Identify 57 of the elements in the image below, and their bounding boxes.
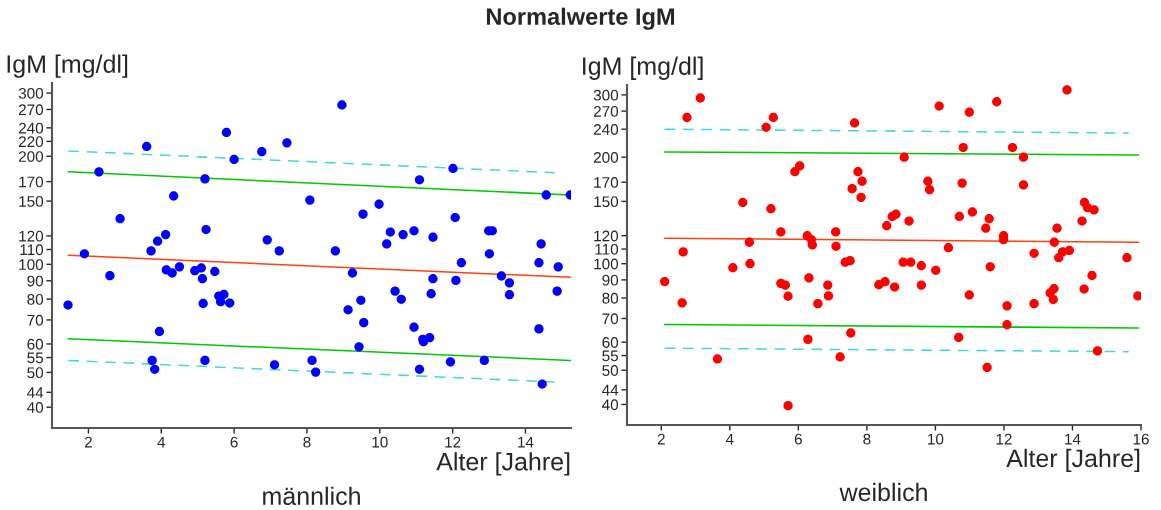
y-tick-label: 150 [594, 196, 619, 208]
y-tick-label: 60 [602, 337, 619, 348]
y-tick-label: 70 [602, 313, 619, 325]
y-tick-label: 40 [602, 399, 619, 411]
y-tick-label: 300 [593, 89, 619, 101]
y-tick-label: 270 [18, 104, 44, 116]
y-tick-label: 150 [19, 195, 44, 207]
y-tick-label: 100 [594, 258, 619, 270]
x-tick-label: 6 [794, 433, 802, 445]
y-tick-label: 240 [593, 124, 619, 135]
y-tick-label: 44 [602, 384, 619, 396]
x-tick-label: 4 [157, 436, 166, 448]
text: männlich [263, 486, 360, 506]
y-axis-title: IgM [mg/dl] [7, 54, 128, 78]
y-tick-label: 220 [18, 136, 44, 148]
y-tick-label: 110 [595, 243, 619, 255]
y-tick-label: 110 [20, 244, 44, 256]
y-tick-label: 40 [27, 402, 44, 413]
y-tick-label: 55 [27, 352, 44, 364]
y-axis-title: IgM [mg/dl] [583, 56, 703, 80]
x-tick-label: 16 [1133, 433, 1149, 445]
y-tick-label: 50 [602, 365, 619, 376]
x-axis-title: Alter [Jahre] [436, 452, 570, 476]
x-axis-title: Alter [Jahre] [1006, 448, 1140, 473]
chart-title: Normalwerte IgM [486, 7, 675, 30]
y-tick-label: 70 [27, 314, 44, 326]
y-tick-label: 120 [19, 230, 44, 242]
y-tick-label: 90 [602, 274, 619, 286]
x-tick-label: 8 [863, 433, 871, 445]
x-tick-label: 2 [84, 436, 92, 448]
text: weiblich [839, 482, 927, 502]
y-tick-label: 90 [27, 275, 44, 287]
x-tick-label: 2 [657, 433, 665, 445]
x-tick-label: 6 [230, 436, 238, 448]
y-tick-label: 50 [27, 367, 44, 379]
x-tick-label: 12 [445, 436, 461, 448]
x-tick-label: 14 [1065, 433, 1081, 445]
y-tick-label: 170 [19, 176, 44, 188]
y-tick-label: 100 [19, 259, 44, 271]
y-tick-label: 270 [593, 105, 619, 117]
x-tick-label: 8 [303, 436, 311, 448]
y-tick-label: 200 [18, 151, 44, 162]
x-tick-label: 10 [372, 436, 388, 448]
x-tick-label: 4 [725, 433, 734, 445]
y-tick-label: 80 [27, 293, 44, 305]
y-tick-label: 80 [602, 292, 619, 304]
y-tick-label: 300 [18, 87, 44, 99]
x-tick-label: 14 [518, 436, 534, 448]
y-tick-label: 60 [27, 338, 44, 350]
y-tick-label: 240 [18, 122, 44, 134]
x-tick-label: 12 [996, 433, 1012, 445]
y-tick-label: 44 [27, 387, 44, 398]
y-tick-label: 55 [602, 350, 619, 362]
y-tick-label: 120 [594, 230, 619, 242]
y-tick-label: 170 [594, 177, 619, 188]
y-tick-label: 200 [593, 152, 619, 163]
x-tick-label: 10 [928, 433, 944, 445]
